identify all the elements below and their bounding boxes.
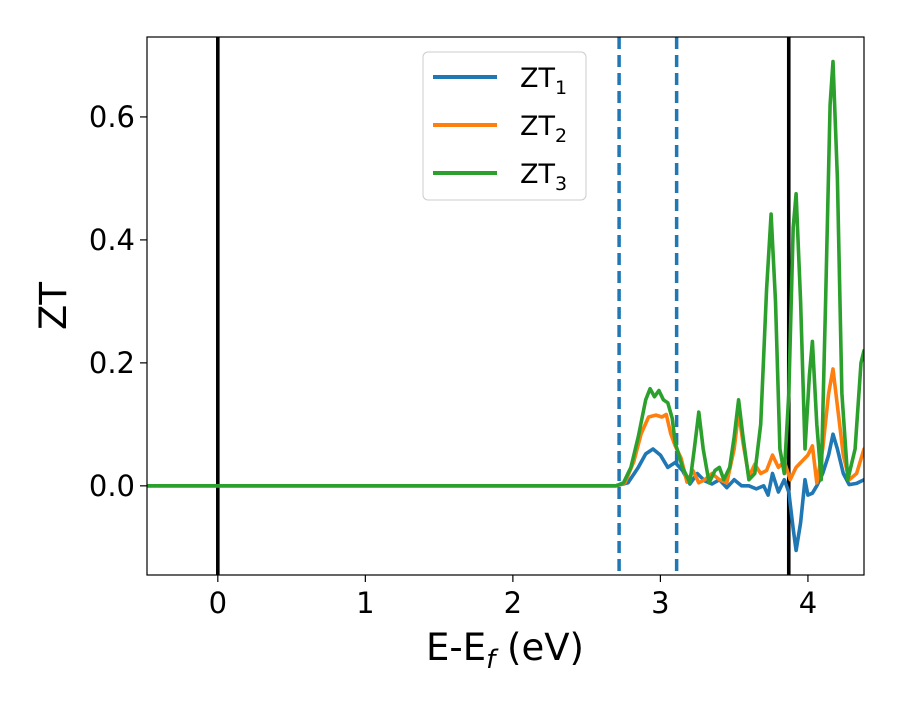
legend-label-zt2: ZT2	[520, 111, 567, 147]
series-lines	[147, 59, 864, 553]
x-tick-label: 3	[651, 586, 669, 620]
plot-frame	[146, 36, 865, 576]
legend-box	[422, 51, 587, 201]
x-axis-title: E-Ef (eV)	[426, 626, 584, 675]
y-tick-label: 0.6	[89, 100, 135, 134]
y-tick-label: 0.0	[89, 469, 135, 503]
y-tick-label: 0.2	[89, 346, 135, 380]
x-axis-ticks: 0 1 2 3 4	[209, 575, 817, 620]
x-tick-label: 4	[799, 586, 817, 620]
x-tick-label: 2	[504, 586, 522, 620]
x-tick-label: 0	[209, 586, 227, 620]
x-tick-label: 1	[356, 586, 374, 620]
y-axis-title: ZT	[32, 282, 75, 330]
legend: ZT1 ZT2 ZT3	[422, 51, 587, 201]
legend-label-zt3: ZT3	[520, 159, 567, 195]
y-axis-ticks: 0.0 0.2 0.4 0.6	[89, 100, 147, 503]
y-tick-label: 0.4	[89, 223, 135, 257]
legend-label-zt1: ZT1	[520, 63, 567, 99]
series-line-zt1	[147, 432, 864, 553]
series-line-zt3	[147, 59, 864, 488]
